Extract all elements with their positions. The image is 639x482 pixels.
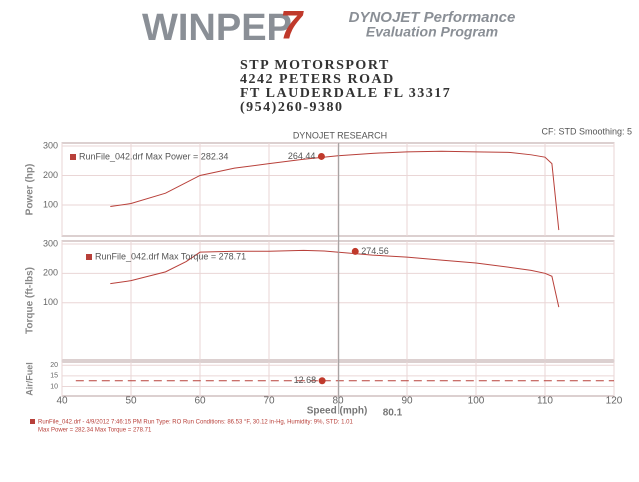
x-axis-label: Speed (mph) [307, 406, 368, 417]
marker-label: 264.44 [288, 151, 316, 161]
cursor-marker [351, 247, 359, 255]
cursor-value: 80.1 [383, 408, 403, 419]
address-line: (954)260-9380 [240, 100, 344, 115]
x-tick-label: 50 [125, 396, 137, 407]
y-tick-label: 300 [43, 238, 58, 248]
address-line: 4242 PETERS ROAD [240, 72, 395, 87]
cursor-marker [317, 152, 325, 160]
x-tick-label: 40 [56, 396, 68, 407]
x-tick-label: 110 [537, 396, 553, 407]
cursor-marker [318, 377, 326, 385]
series-line [110, 249, 560, 308]
logo-mark: 7 [280, 4, 304, 48]
footer-line: Max Power = 282.34 Max Torque = 278.71 [38, 428, 152, 434]
x-tick-label: 90 [401, 396, 413, 407]
y-tick-label: 200 [43, 268, 58, 278]
y-tick-label: 200 [43, 170, 58, 180]
y-tick-label: 300 [43, 140, 58, 150]
x-tick-label: 100 [468, 396, 485, 407]
settings: CF: STD Smoothing: 5 [541, 126, 632, 136]
footer-line: RunFile_042.drf - 4/9/2012 7:46:15 PM Ru… [38, 420, 353, 426]
y-tick-label: 15 [50, 373, 58, 380]
series-line [110, 150, 560, 231]
program-title: DYNOJET Performance [349, 9, 516, 26]
address-line: STP MOTORSPORT [240, 58, 390, 73]
marker-label: 12.68 [294, 375, 317, 385]
footer-swatch [30, 419, 35, 424]
legend-swatch [70, 154, 76, 160]
y-tick-label: 20 [50, 362, 58, 369]
legend-swatch [86, 254, 92, 260]
y-tick-label: 100 [43, 297, 58, 307]
legend-entry: RunFile_042.drf Max Power = 282.34 [79, 151, 228, 161]
y-axis-label: Air/Fuel [24, 362, 34, 396]
legend-entry: RunFile_042.drf Max Torque = 278.71 [95, 251, 246, 261]
x-tick-label: 60 [194, 396, 206, 407]
y-axis-label: Power (hp) [25, 164, 36, 216]
logo: WINPEP [142, 7, 292, 49]
y-tick-label: 10 [50, 383, 58, 390]
y-tick-label: 100 [43, 199, 58, 209]
chart-heading: DYNOJET RESEARCH [293, 130, 387, 140]
marker-label: 274.56 [361, 246, 389, 256]
address-line: FT LAUDERDALE FL 33317 [240, 86, 451, 101]
y-axis-label: Torque (ft-lbs) [25, 267, 36, 334]
program-subtitle: Evaluation Program [366, 24, 498, 40]
x-tick-label: 120 [606, 396, 623, 407]
x-tick-label: 70 [263, 396, 275, 407]
